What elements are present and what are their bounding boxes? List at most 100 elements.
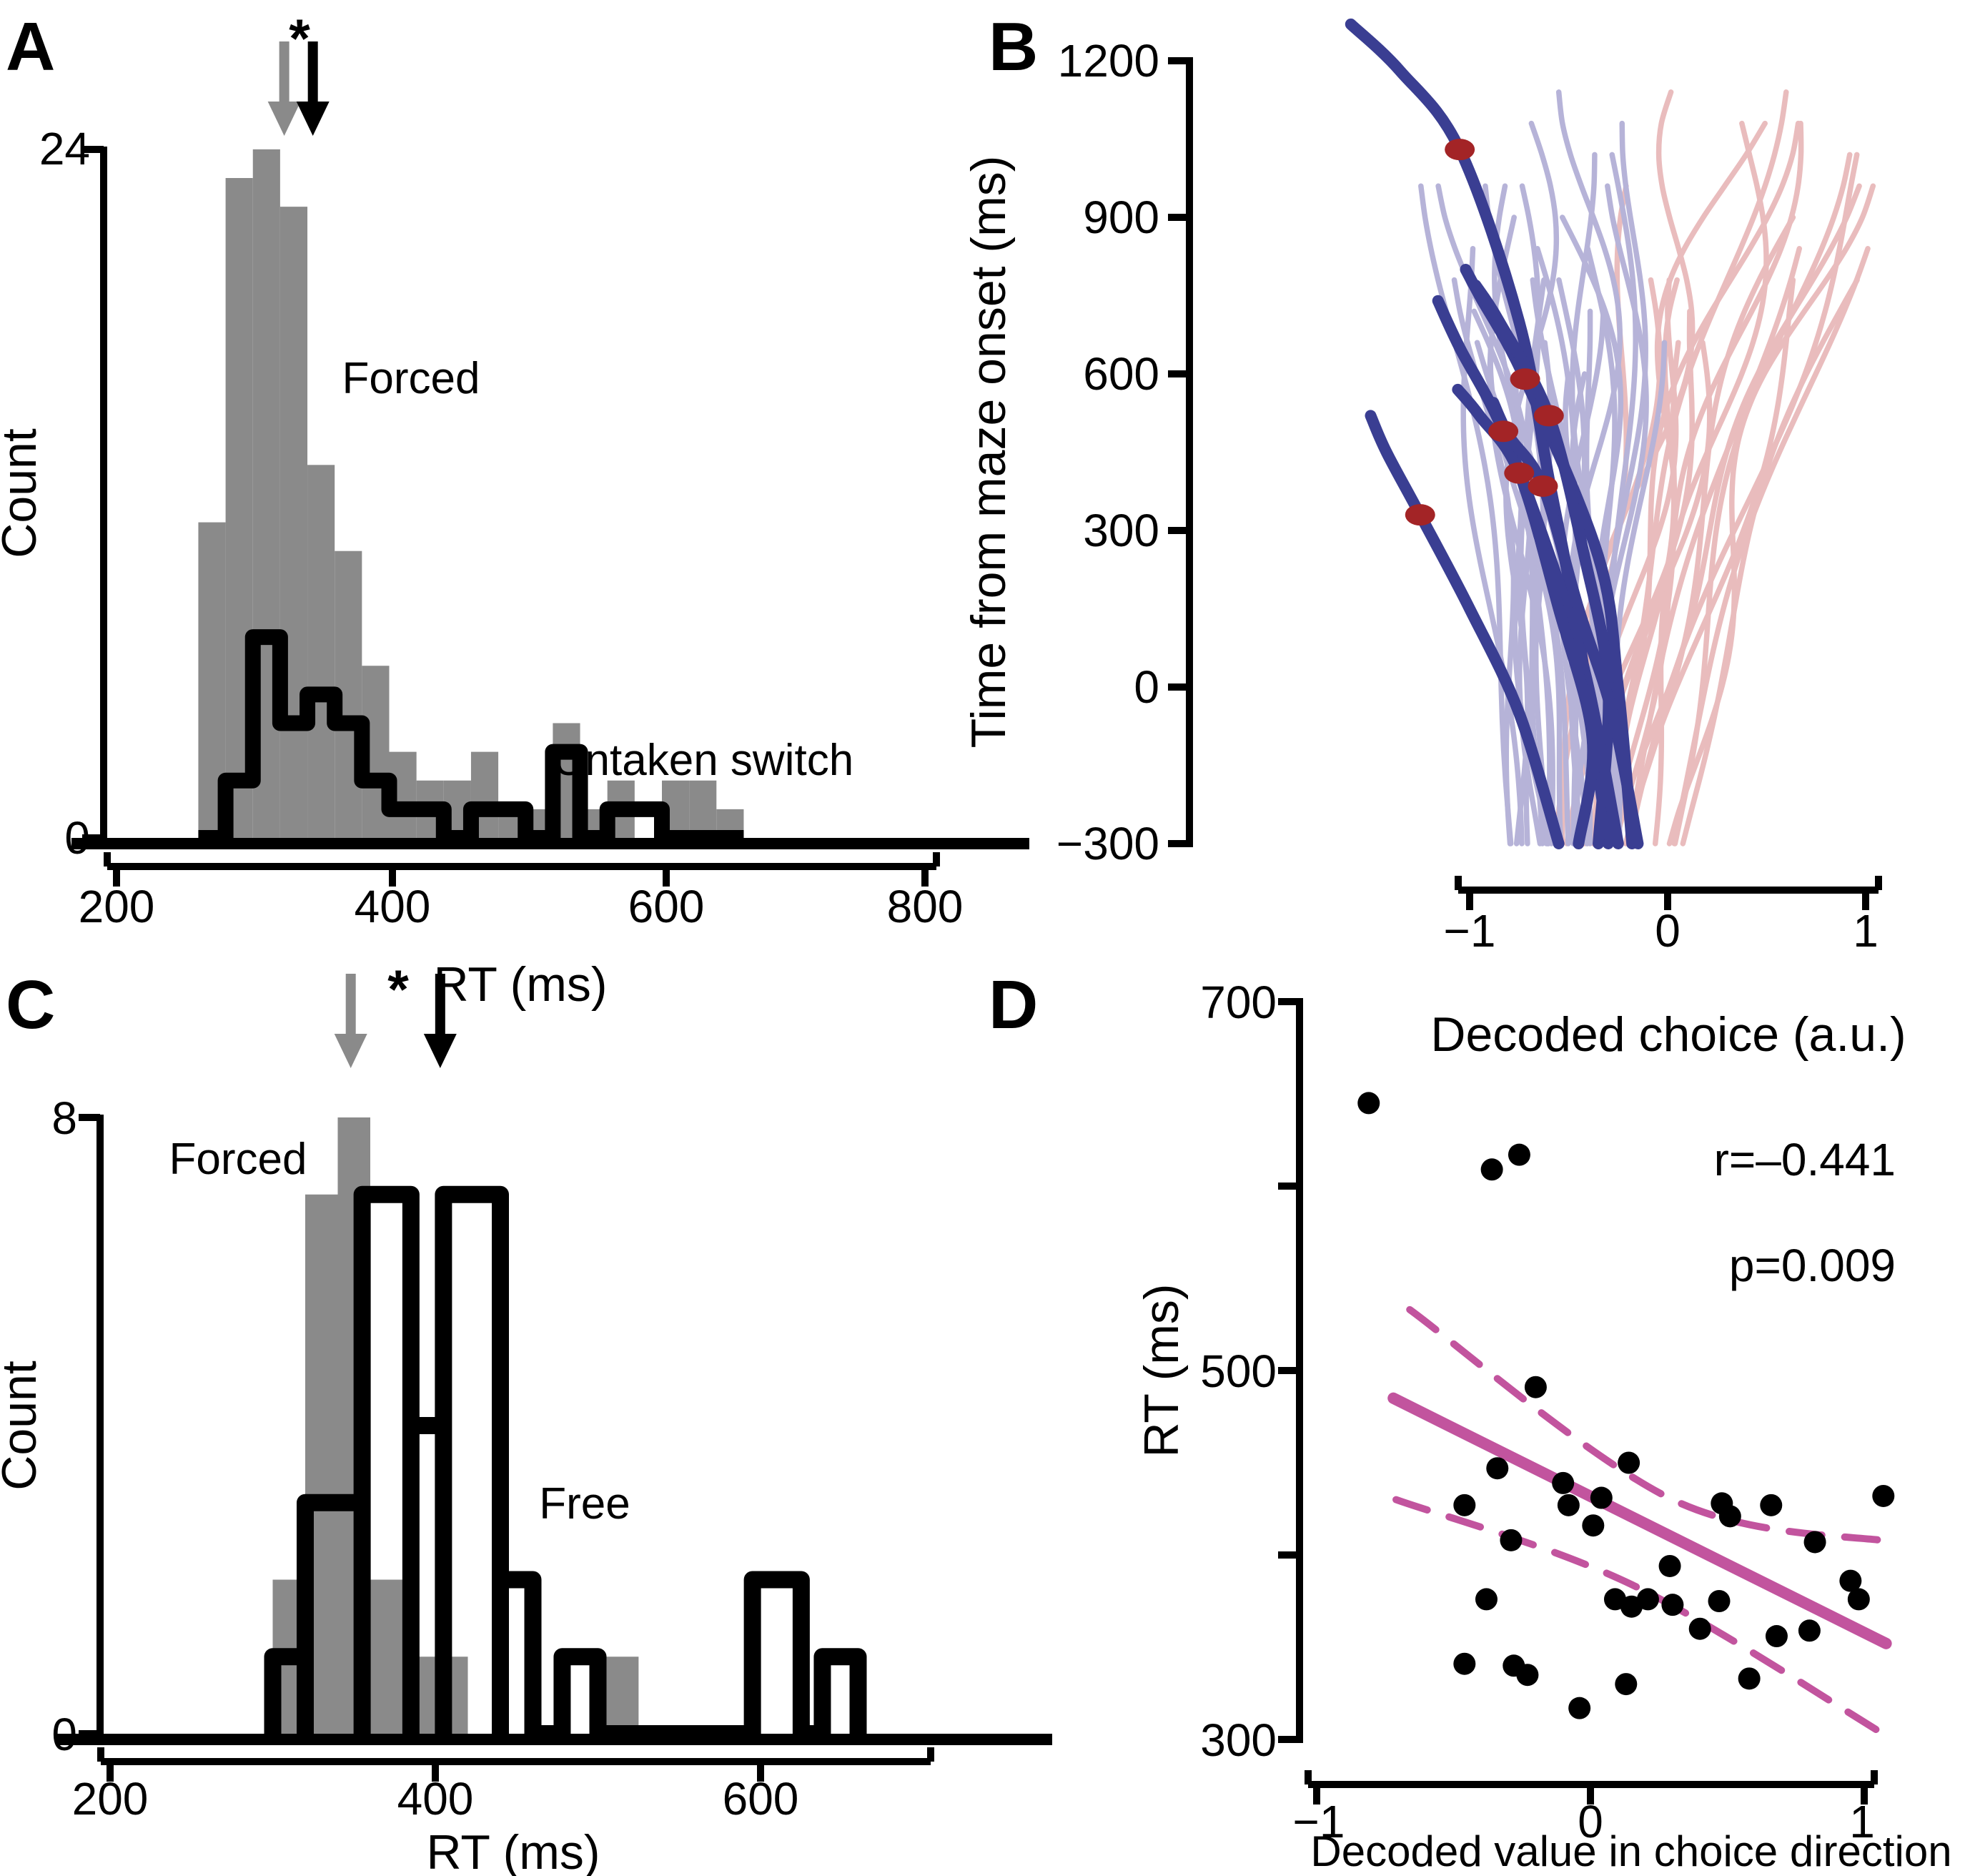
switch-event-dot bbox=[1510, 368, 1540, 390]
scatter-point bbox=[1357, 1092, 1380, 1115]
panel-c-xtick-600: 600 bbox=[723, 1773, 799, 1825]
panel-c-xtick-200: 200 bbox=[72, 1773, 149, 1825]
scatter-point bbox=[1552, 1471, 1575, 1494]
scatter-point bbox=[1760, 1494, 1783, 1516]
scatter-point bbox=[1568, 1697, 1591, 1719]
switch-event-dot bbox=[1533, 405, 1564, 427]
scatter-point bbox=[1516, 1664, 1539, 1687]
panel-d-shapes bbox=[1278, 998, 1899, 1805]
scatter-point bbox=[1688, 1617, 1711, 1640]
histogram-bar-forced bbox=[605, 1657, 639, 1734]
trajectory-right-choice bbox=[1666, 183, 1876, 846]
panel-a-shapes bbox=[71, 41, 1029, 887]
panel-c-xtick-400: 400 bbox=[397, 1773, 474, 1825]
panel-d-pvalue: p=0.009 bbox=[1729, 1240, 1896, 1291]
panel-d-rt-vs-decoded-value-scatter: D 700 500 300 −1 0 1 Decoded value in ch… bbox=[989, 967, 1952, 1875]
black-mean-arrow-head bbox=[423, 1034, 457, 1068]
gray-mean-arrow-head bbox=[334, 1034, 367, 1068]
confidence-band-dashed-upper bbox=[1406, 1305, 1899, 1546]
trajectory-right-choice bbox=[1627, 152, 1860, 846]
scatter-point bbox=[1658, 1554, 1681, 1577]
histogram-outline-free bbox=[264, 1185, 867, 1742]
regression-line bbox=[1387, 1392, 1892, 1649]
panel-d-ytick-700: 700 bbox=[1200, 977, 1277, 1028]
trajectory-switch-highlighted bbox=[1470, 279, 1615, 849]
panel-d-xtick-1: 1 bbox=[1849, 1796, 1875, 1847]
panel-b-letter: B bbox=[989, 9, 1038, 85]
panel-d-letter: D bbox=[989, 967, 1038, 1043]
scatter-point bbox=[1590, 1486, 1613, 1509]
scatter-point bbox=[1661, 1594, 1684, 1616]
panel-c-forced-label: Forced bbox=[169, 1135, 307, 1184]
scatter-point bbox=[1738, 1667, 1761, 1690]
scatter-point bbox=[1839, 1569, 1862, 1592]
histogram-bar-forced bbox=[307, 465, 335, 838]
panel-a-ytick-24: 24 bbox=[39, 123, 90, 174]
panel-b-decoded-choice-trajectories: B 1200 900 600 300 0 −300 −1 0 1 Decoded… bbox=[961, 9, 1906, 1062]
panel-c-shapes bbox=[57, 974, 1052, 1782]
panel-d-ytick-300: 300 bbox=[1200, 1714, 1277, 1766]
black-mean-arrow-shaft bbox=[435, 974, 445, 1037]
panel-b-ytick-1200: 1200 bbox=[1058, 35, 1159, 87]
scatter-point bbox=[1718, 1505, 1741, 1528]
panel-c-rt-histogram: C 8 0 200 400 600 RT (ms) Count Forced F… bbox=[0, 959, 1052, 1876]
panel-b-xtick-0: 0 bbox=[1655, 905, 1681, 957]
histogram-bar-forced bbox=[689, 780, 717, 838]
trajectory-left-choice bbox=[1556, 277, 1588, 846]
scatter-point bbox=[1453, 1652, 1476, 1675]
panel-a-letter: A bbox=[6, 9, 55, 85]
gray-mean-arrow-shaft bbox=[345, 974, 356, 1037]
trajectory-right-choice bbox=[1624, 277, 1796, 846]
panel-b-ytick-n300: −300 bbox=[1056, 818, 1159, 869]
panel-b-xlabel: Decoded choice (a.u.) bbox=[1430, 1007, 1906, 1062]
panel-b-ytick-600: 600 bbox=[1083, 348, 1159, 400]
panel-d-xtick-n1: −1 bbox=[1293, 1796, 1345, 1847]
panel-b-xtick-n1: −1 bbox=[1444, 905, 1496, 957]
panel-c-ylabel: Count bbox=[0, 1361, 46, 1491]
panel-d-correlation-r: r=–0.441 bbox=[1714, 1134, 1896, 1185]
scatter-point bbox=[1486, 1457, 1509, 1480]
gray-mean-arrow-shaft bbox=[279, 41, 289, 104]
panel-a-ylabel: Count bbox=[0, 428, 46, 558]
panel-c-ytick-8: 8 bbox=[51, 1092, 77, 1144]
panel-a-xtick-400: 400 bbox=[355, 881, 431, 932]
switch-event-dot bbox=[1445, 139, 1475, 161]
panel-a-significance-asterisk: * bbox=[289, 9, 310, 69]
panel-b-ytick-0: 0 bbox=[1134, 661, 1159, 713]
panel-c-letter: C bbox=[6, 967, 55, 1043]
scatter-point bbox=[1798, 1619, 1821, 1642]
trajectory-right-choice bbox=[1671, 246, 1871, 846]
confidence-band-dashed-lower bbox=[1392, 1496, 1887, 1738]
panel-d-xlabel: Decoded value in choice direction bbox=[1310, 1827, 1951, 1875]
trajectory-switch-highlighted bbox=[1365, 410, 1565, 849]
scatter-point bbox=[1508, 1143, 1530, 1166]
panel-a-xtick-600: 600 bbox=[628, 881, 705, 932]
panel-c-free-label: Free bbox=[539, 1479, 630, 1529]
scatter-point bbox=[1615, 1673, 1638, 1696]
panel-b-shapes bbox=[1168, 18, 1882, 910]
switch-event-dot bbox=[1504, 462, 1535, 484]
histogram-outline-untaken-switch bbox=[198, 629, 744, 846]
scatter-point bbox=[1475, 1588, 1498, 1611]
trajectory-right-choice bbox=[1613, 120, 1804, 846]
black-mean-arrow-shaft bbox=[307, 41, 318, 104]
scatter-point bbox=[1618, 1451, 1640, 1474]
panel-c-significance-asterisk: * bbox=[387, 959, 409, 1020]
panel-a-forced-label: Forced bbox=[342, 354, 480, 403]
panel-b-ytick-900: 900 bbox=[1083, 192, 1159, 243]
scatter-point bbox=[1500, 1529, 1523, 1551]
panel-b-xtick-1: 1 bbox=[1853, 905, 1879, 957]
panel-d-xtick-0: 0 bbox=[1578, 1796, 1603, 1847]
scatter-point bbox=[1708, 1590, 1731, 1612]
scatter-point bbox=[1557, 1494, 1580, 1516]
scatter-point bbox=[1636, 1588, 1659, 1611]
scatter-point bbox=[1582, 1514, 1605, 1537]
scatter-point bbox=[1847, 1588, 1870, 1611]
gray-mean-arrow-head bbox=[267, 102, 301, 136]
panel-d-ylabel: RT (ms) bbox=[1134, 1283, 1189, 1457]
panel-c-xlabel: RT (ms) bbox=[426, 1825, 600, 1876]
panel-a-untaken-switch-label: Untaken switch bbox=[553, 736, 853, 785]
scatter-point bbox=[1872, 1484, 1895, 1507]
scatter-point bbox=[1765, 1625, 1788, 1648]
